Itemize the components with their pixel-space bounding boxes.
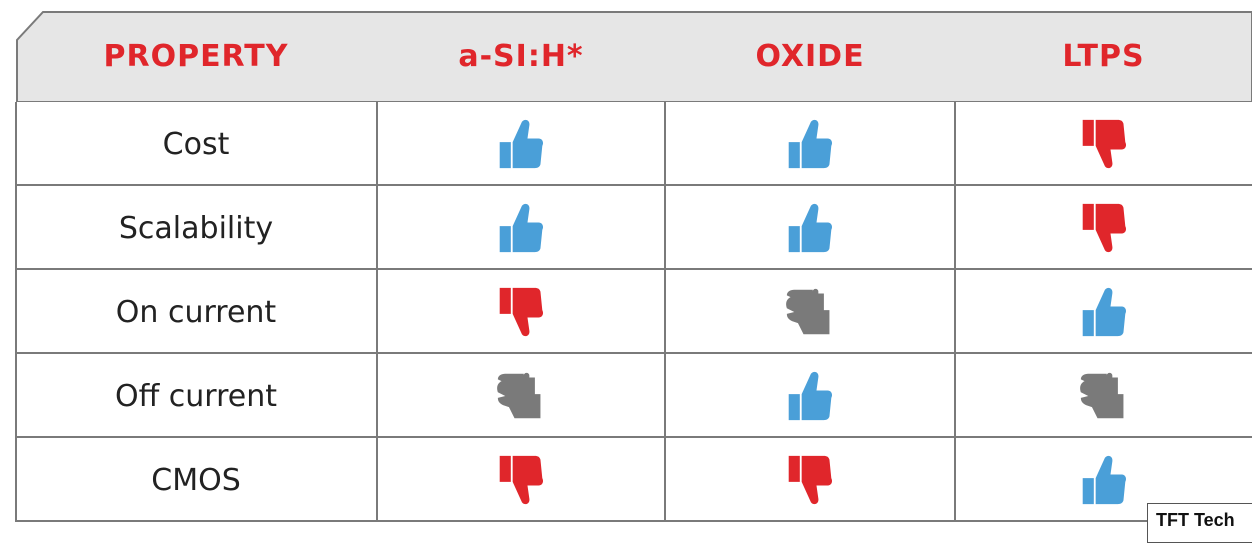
rating-cell [665, 186, 955, 270]
header-property: PROPERTY [103, 38, 289, 74]
header-ltps: LTPS [1062, 38, 1145, 74]
table-row: CMOS [15, 438, 1252, 522]
row-divider [15, 352, 1252, 354]
rating-cell [377, 186, 665, 270]
rating-cell [665, 102, 955, 186]
rating-cell [955, 186, 1252, 270]
thumbs-down-icon [1082, 203, 1126, 253]
column-divider [954, 102, 956, 522]
thumbs-down-icon [499, 455, 544, 505]
row-divider [15, 268, 1252, 270]
thumbs-sideways-icon [1079, 372, 1123, 419]
thumbs-up-icon [499, 119, 544, 169]
thumbs-sideways-icon [497, 372, 541, 419]
thumbs-up-icon [1082, 287, 1126, 337]
row-label: Off current [114, 378, 278, 414]
rating-cell [665, 354, 955, 438]
thumbs-sideways-icon [786, 288, 830, 335]
row-label: CMOS [151, 462, 241, 498]
table-left-border [15, 102, 17, 522]
comparison-table: PROPERTY a-SI:H* OXIDE LTPS Cost Scalabil… [15, 10, 1252, 522]
table-row: Scalability [15, 186, 1252, 270]
table-header-background [16, 11, 1252, 102]
column-divider [376, 102, 378, 522]
header-a-si: a-SI:H* [458, 38, 584, 74]
thumbs-up-icon [788, 203, 833, 253]
table-row: On current [15, 270, 1252, 354]
row-divider [15, 520, 1252, 522]
row-label: Scalability [118, 210, 274, 246]
row-label: Cost [162, 126, 230, 162]
table-row: Off current [15, 354, 1252, 438]
rating-cell [955, 270, 1252, 354]
column-divider [664, 102, 666, 522]
thumbs-down-icon [499, 287, 544, 337]
header-oxide: OXIDE [755, 38, 865, 74]
thumbs-up-icon [788, 119, 833, 169]
rating-cell [955, 438, 1252, 522]
rating-cell [377, 270, 665, 354]
rating-cell [377, 102, 665, 186]
thumbs-up-icon [499, 203, 544, 253]
thumbs-up-icon [788, 371, 833, 421]
table-row: Cost [15, 102, 1252, 186]
thumbs-down-icon [1082, 119, 1126, 169]
thumbs-down-icon [788, 455, 833, 505]
caption-label: TFT Tech [1147, 503, 1252, 543]
row-divider [15, 184, 1252, 186]
rating-cell [665, 270, 955, 354]
row-label: On current [115, 294, 277, 330]
row-divider [15, 436, 1252, 438]
rating-cell [955, 102, 1252, 186]
rating-cell [377, 354, 665, 438]
thumbs-up-icon [1082, 455, 1126, 505]
rating-cell [665, 438, 955, 522]
rating-cell [377, 438, 665, 522]
rating-cell [955, 354, 1252, 438]
